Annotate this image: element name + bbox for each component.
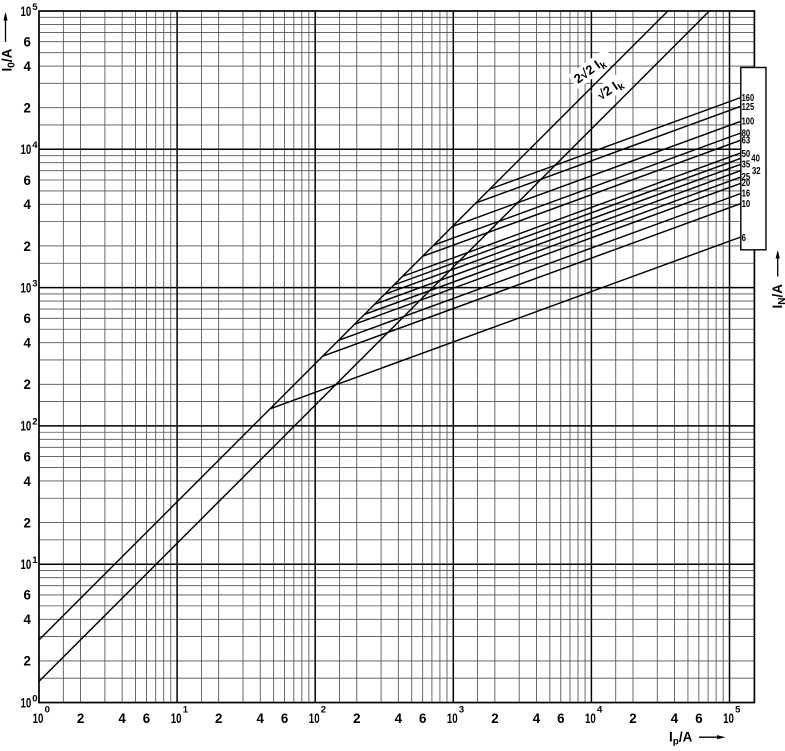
svg-text:2: 2 <box>24 514 32 530</box>
svg-text:6: 6 <box>695 710 703 726</box>
svg-text:2: 2 <box>215 710 223 726</box>
svg-text:2: 2 <box>491 710 499 726</box>
svg-text:80: 80 <box>742 128 751 139</box>
svg-text:10: 10 <box>447 710 458 726</box>
svg-text:10: 10 <box>21 418 32 434</box>
svg-text:10: 10 <box>742 199 751 210</box>
svg-text:10: 10 <box>723 710 734 726</box>
svg-text:6: 6 <box>24 310 32 326</box>
svg-text:3: 3 <box>459 705 464 716</box>
svg-text:2: 2 <box>629 710 637 726</box>
svg-text:35: 35 <box>742 160 751 171</box>
svg-text:50: 50 <box>742 149 751 160</box>
svg-text:4: 4 <box>257 710 265 726</box>
svg-text:Ip/A: Ip/A <box>669 730 693 747</box>
svg-text:4: 4 <box>24 473 32 489</box>
svg-text:4: 4 <box>24 335 32 351</box>
svg-text:2: 2 <box>24 100 32 116</box>
svg-text:160: 160 <box>742 93 755 104</box>
svg-text:6: 6 <box>24 172 32 188</box>
svg-text:10: 10 <box>21 556 32 572</box>
svg-text:4: 4 <box>597 705 603 716</box>
svg-text:6: 6 <box>24 587 32 603</box>
svg-text:0: 0 <box>32 693 37 704</box>
svg-text:32: 32 <box>752 166 761 177</box>
svg-text:10: 10 <box>309 710 320 726</box>
svg-text:10: 10 <box>21 694 32 710</box>
svg-text:0: 0 <box>45 705 50 716</box>
svg-text:63: 63 <box>742 136 751 147</box>
svg-text:2: 2 <box>32 417 37 428</box>
svg-text:4: 4 <box>32 140 38 151</box>
svg-text:1: 1 <box>183 705 189 716</box>
svg-text:10: 10 <box>21 279 32 295</box>
svg-text:4: 4 <box>24 196 32 212</box>
svg-text:3: 3 <box>32 278 37 289</box>
svg-text:40: 40 <box>751 153 760 164</box>
svg-text:6: 6 <box>281 710 289 726</box>
svg-text:4: 4 <box>671 710 679 726</box>
svg-text:4: 4 <box>395 710 403 726</box>
svg-text:2: 2 <box>24 653 32 669</box>
svg-text:2: 2 <box>77 710 85 726</box>
svg-text:25: 25 <box>742 172 751 183</box>
svg-text:2: 2 <box>24 376 32 392</box>
svg-text:6: 6 <box>557 710 565 726</box>
svg-text:100: 100 <box>742 116 755 127</box>
svg-text:10: 10 <box>21 141 32 157</box>
svg-text:10: 10 <box>21 3 32 19</box>
svg-text:6: 6 <box>143 710 151 726</box>
svg-text:6: 6 <box>24 448 32 464</box>
svg-text:125: 125 <box>742 102 755 113</box>
svg-text:2: 2 <box>24 238 32 254</box>
svg-text:5: 5 <box>32 2 38 13</box>
svg-text:5: 5 <box>735 705 741 716</box>
svg-text:2: 2 <box>321 705 326 716</box>
svg-text:6: 6 <box>24 34 32 50</box>
svg-text:16: 16 <box>742 189 751 200</box>
svg-text:10: 10 <box>33 710 44 726</box>
svg-text:20: 20 <box>742 178 751 189</box>
svg-text:IN/A: IN/A <box>770 284 785 309</box>
svg-text:4: 4 <box>24 58 32 74</box>
svg-text:2: 2 <box>353 710 361 726</box>
svg-text:1: 1 <box>32 555 38 566</box>
svg-text:10: 10 <box>585 710 596 726</box>
svg-text:6: 6 <box>419 710 427 726</box>
svg-text:10: 10 <box>171 710 182 726</box>
svg-text:4: 4 <box>24 611 32 627</box>
svg-text:4: 4 <box>118 710 126 726</box>
svg-text:6: 6 <box>742 233 747 244</box>
svg-text:4: 4 <box>533 710 541 726</box>
